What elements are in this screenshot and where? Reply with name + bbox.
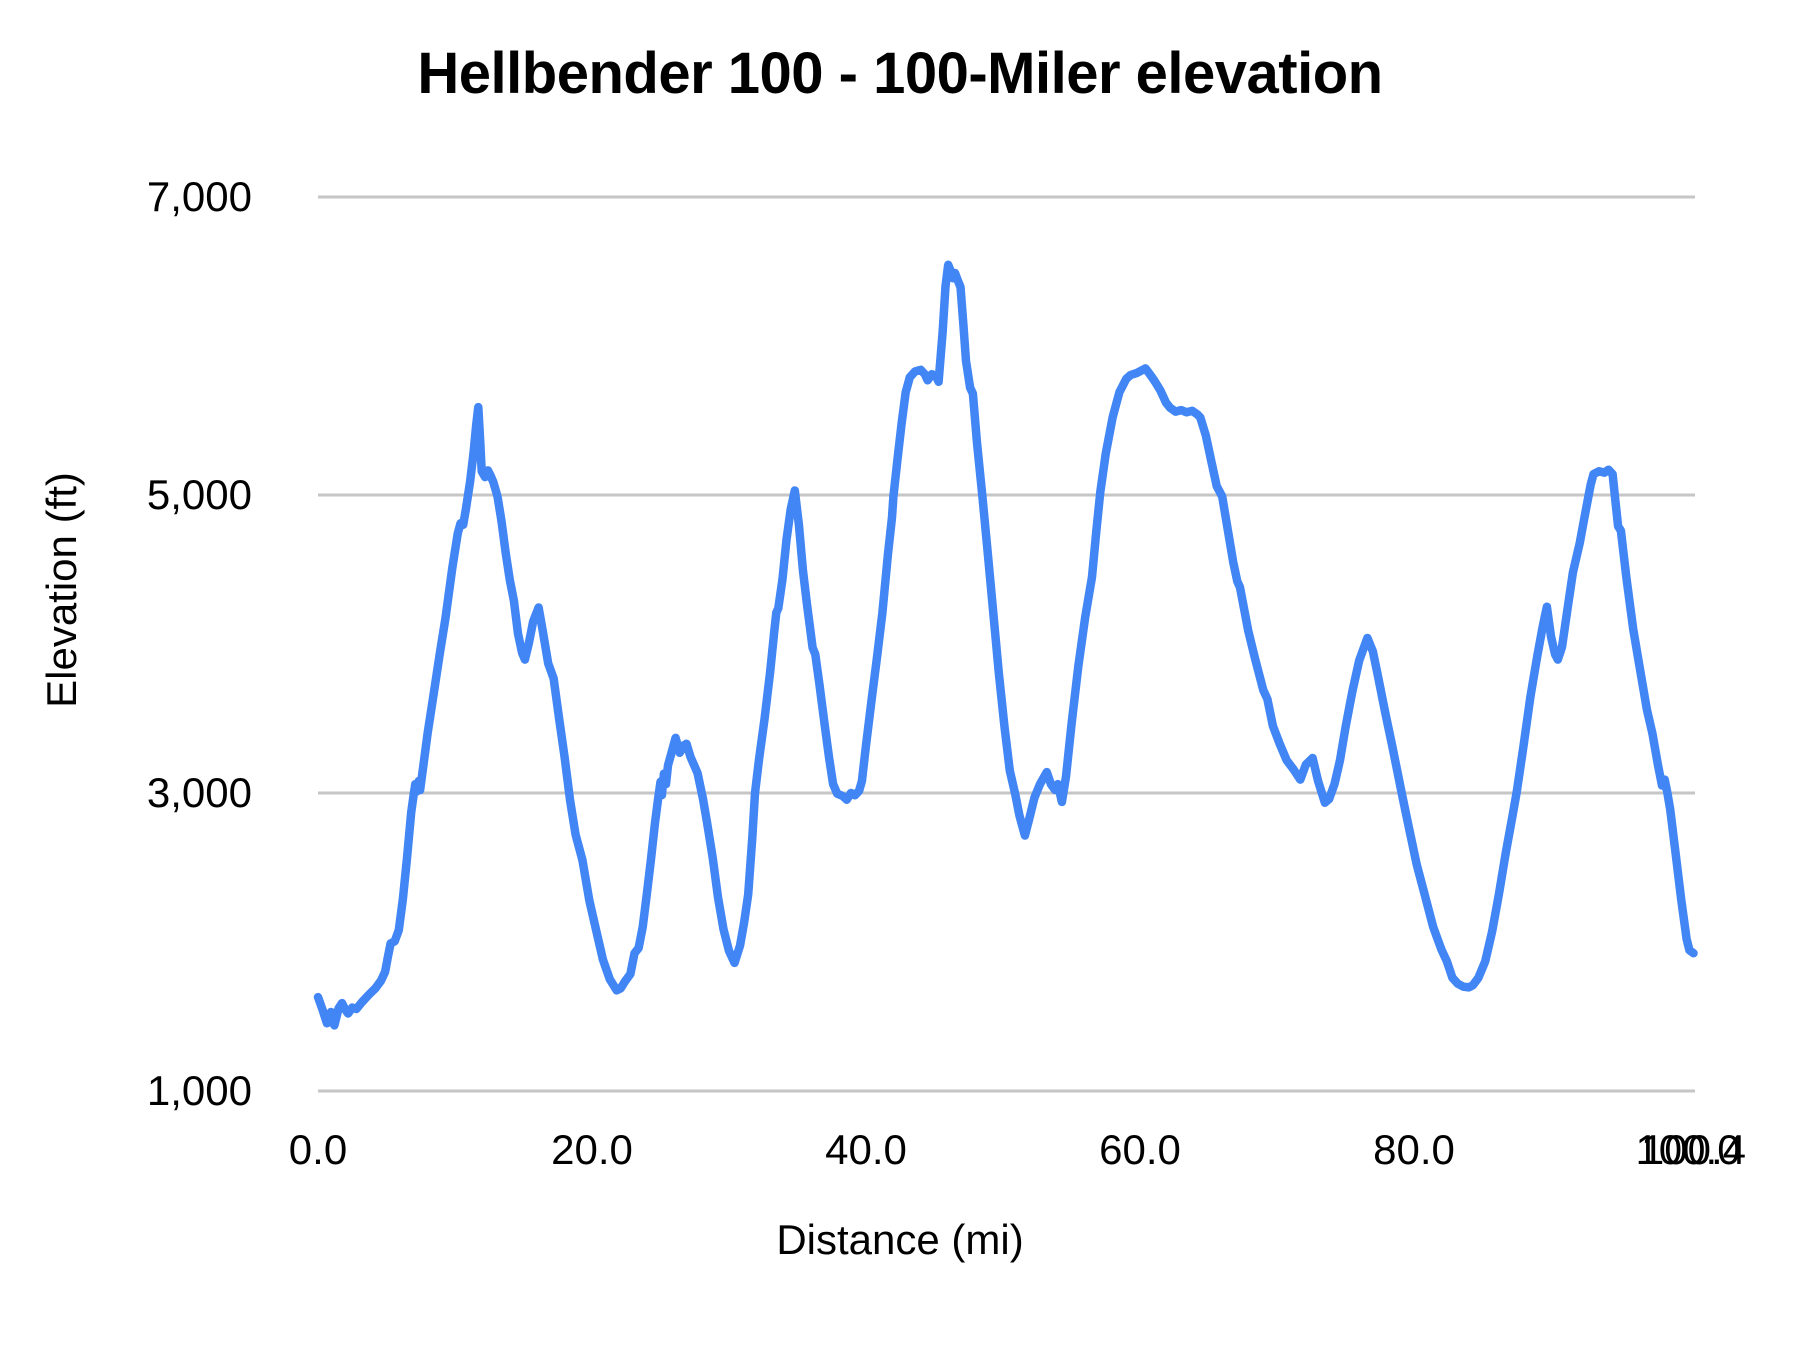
x-axis-title: Distance (mi)	[776, 1216, 1024, 1263]
chart-title: Hellbender 100 - 100-Miler elevation	[417, 41, 1383, 106]
elevation-line	[313, 260, 1698, 1030]
x-tick-label: 100.4	[1640, 1126, 1747, 1173]
x-tick-label: 80.0	[1373, 1126, 1455, 1173]
y-tick-label: 3,000	[146, 769, 252, 816]
y-axis-title: Elevation (ft)	[38, 472, 85, 708]
x-tick-label: 60.0	[1099, 1126, 1181, 1173]
x-tick-label: 100.0	[1635, 1126, 1741, 1173]
x-tick-label: 20.0	[551, 1126, 633, 1173]
x-tick-label: 0.0	[288, 1126, 348, 1173]
y-tick-label: 5,000	[146, 471, 252, 518]
y-tick-label: 7,000	[146, 173, 252, 220]
y-tick-label: 1,000	[146, 1067, 252, 1114]
x-tick-label: 40.0	[825, 1126, 907, 1173]
